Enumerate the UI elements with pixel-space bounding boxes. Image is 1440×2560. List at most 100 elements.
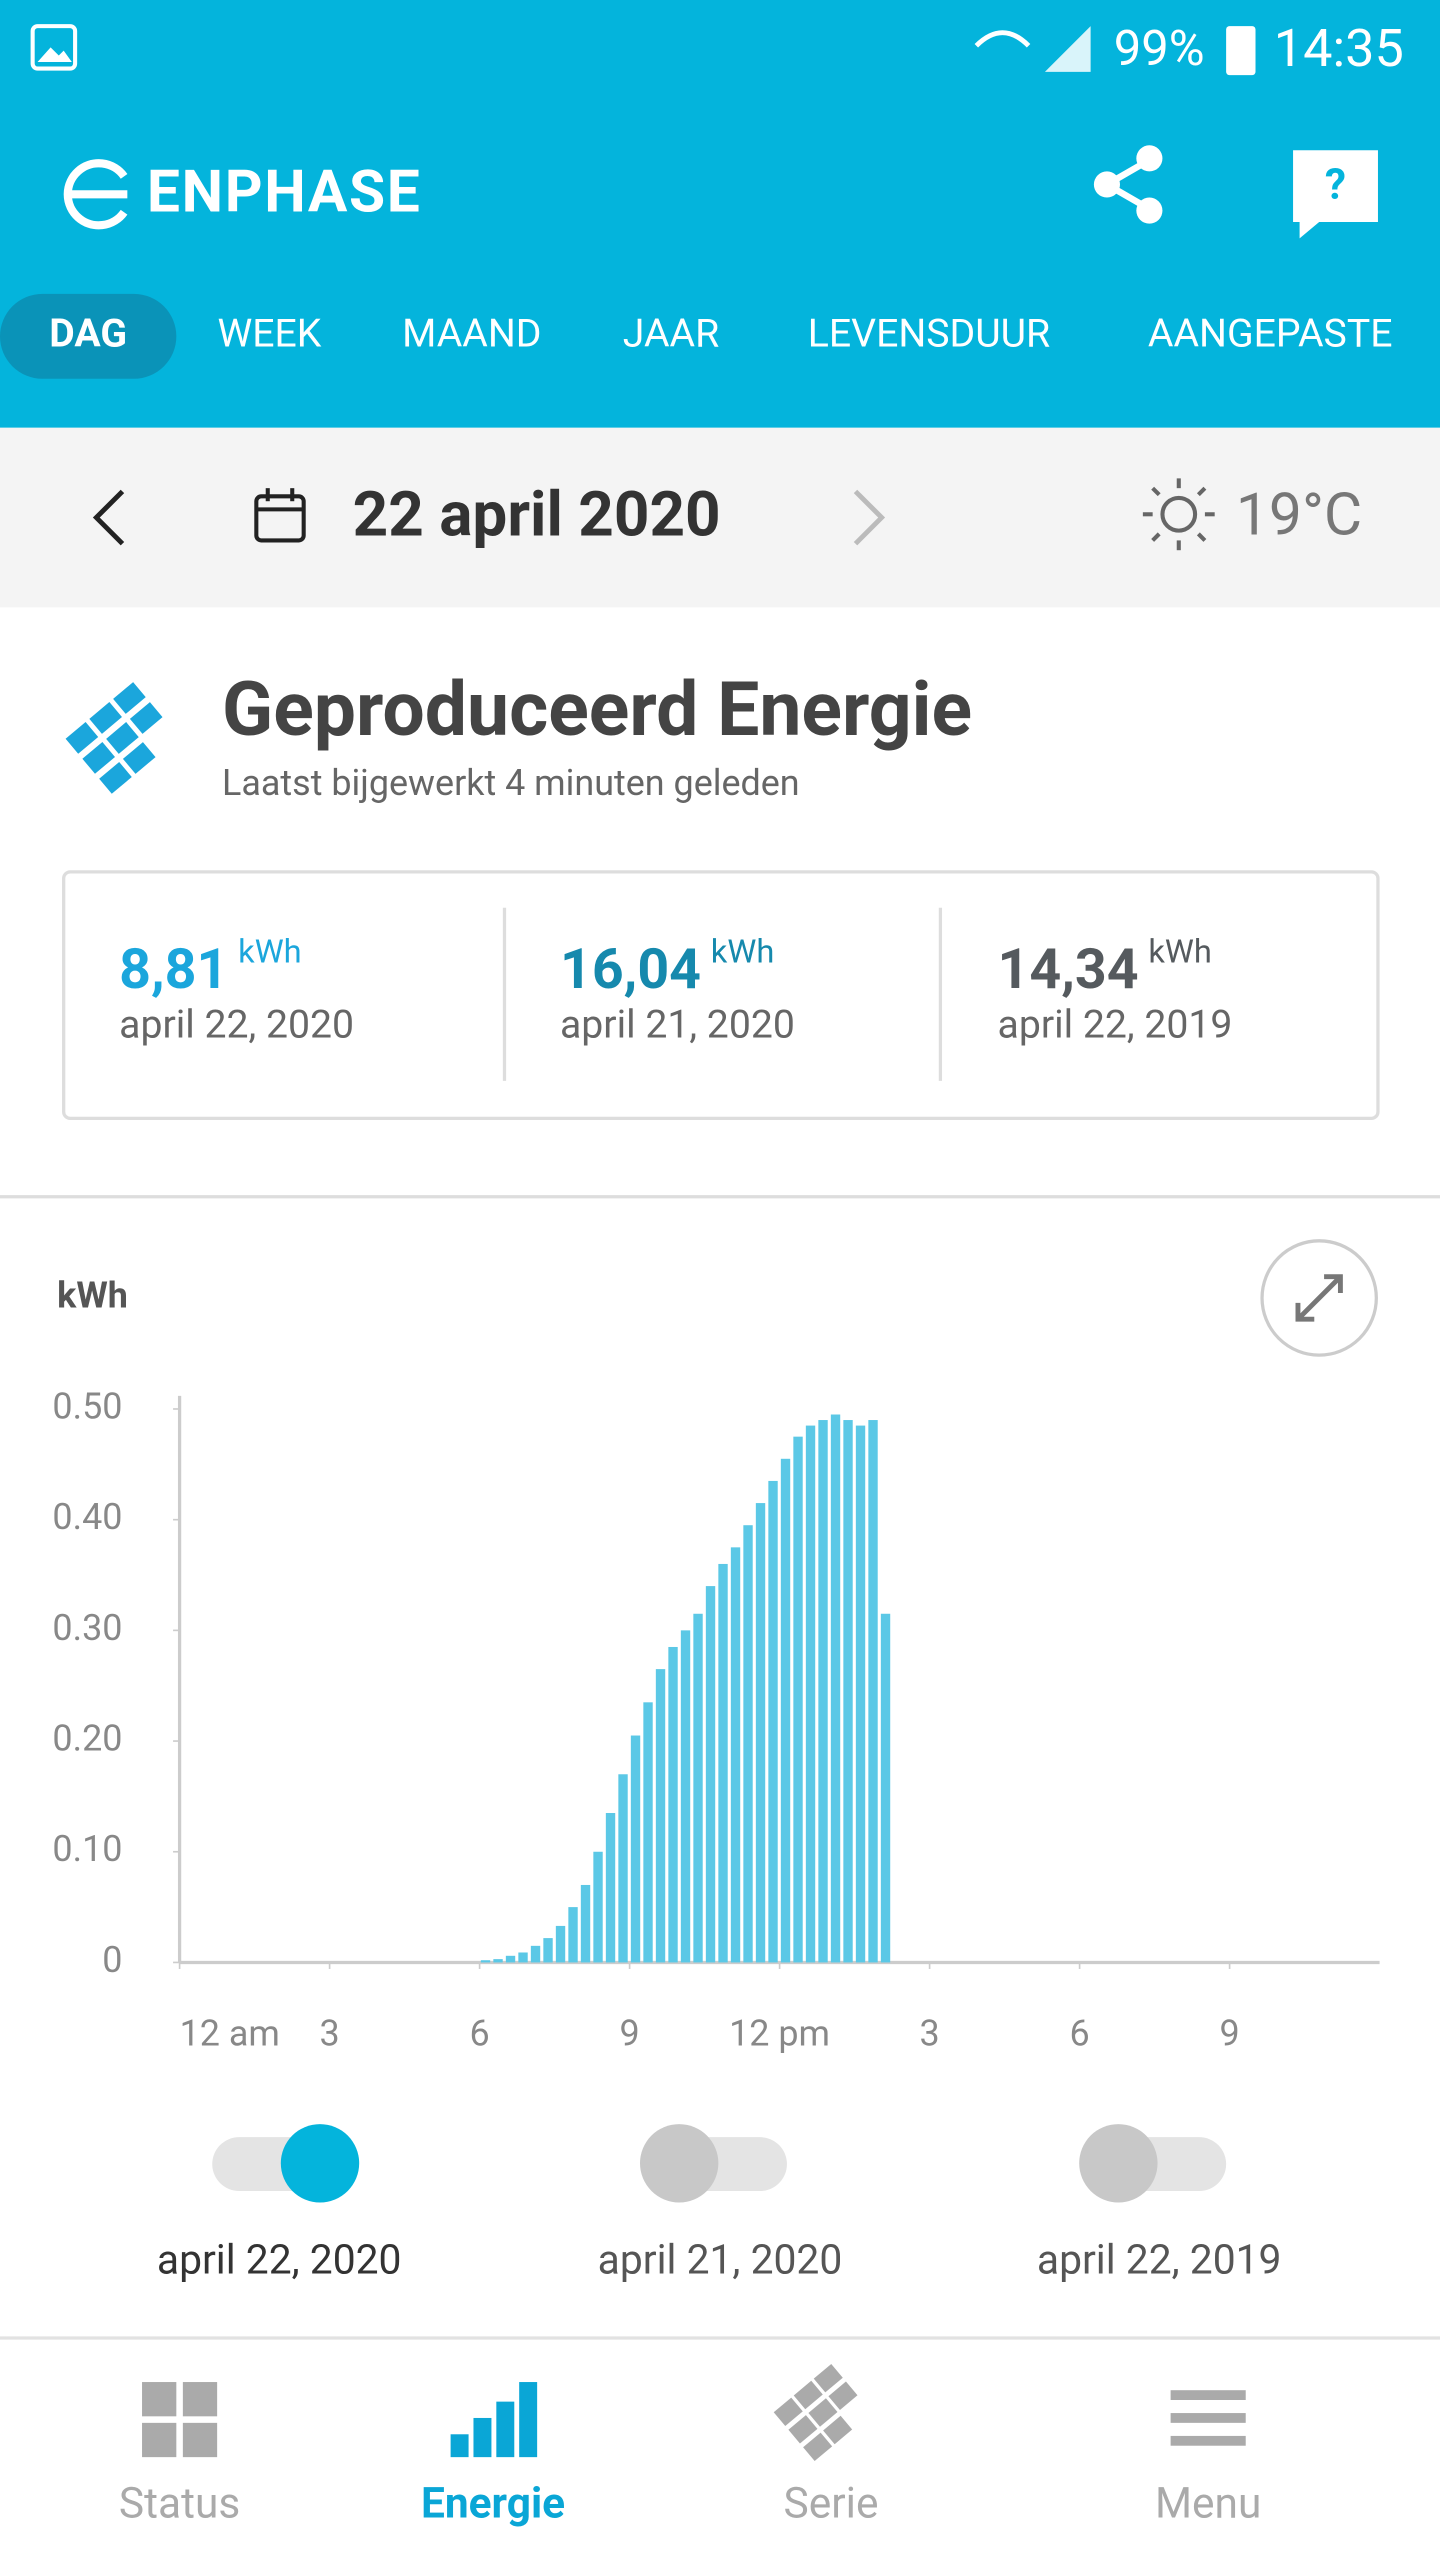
tab[interactable]: LEVENSDUUR [808,311,1050,357]
bar [480,1960,491,1963]
nav-icon-part [496,2401,515,2458]
nav-icon-part [450,2434,469,2458]
section-title: Geproduceerd Energie [222,666,972,754]
y-tick-label: 0.40 [52,1496,122,1538]
nav-icon-part [182,2382,218,2417]
tab[interactable]: MAAND [402,311,541,357]
nav-icon-part [142,2422,177,2458]
x-tick-label: 3 [319,2012,339,2054]
expand-button[interactable] [1260,1239,1378,1357]
share-button[interactable] [1093,145,1163,224]
bar [543,1938,553,1963]
gallery-icon-art [37,47,72,63]
toggle-knob [640,2124,719,2203]
x-tick-label: 6 [1069,2012,1089,2054]
bar [580,1884,591,1963]
nav-icon-part [1170,2390,1246,2400]
summary: 8,81 kWh april 22, 2020 16,04 kWh april 21, 2… [119,932,1232,1047]
tab[interactable]: WEEK [217,311,321,357]
summary-number: 14,34 [998,937,1139,1002]
summary-date: april 22, 2019 [998,1001,1233,1047]
nav-label[interactable]: Serie [784,2479,879,2528]
bar [680,1630,691,1963]
tab[interactable]: AANGEPASTE [1148,311,1393,357]
toggle-knob [280,2124,360,2203]
bottom-nav: Status Energie Serie Menu [119,2363,1261,2528]
next-day[interactable] [853,489,886,546]
date: 22 april 2020 [353,479,721,552]
nav-icon-part [773,2397,803,2427]
x-tick-label: 12 pm [729,2012,830,2054]
bar [505,1955,516,1963]
bar [880,1613,891,1963]
wifi-icon [974,30,1031,48]
nav-icon-part [773,2363,858,2462]
bar [568,1907,578,1963]
bar [830,1414,841,1963]
toggle-label: april 22, 2019 [1037,2236,1282,2284]
bar [593,1851,603,1963]
nav-icon-part [788,2415,818,2444]
summary-date: april 22, 2020 [119,1001,354,1047]
nav-label[interactable]: Menu [1155,2479,1261,2528]
nav-icon-part [808,2398,838,2427]
toggle-switch[interactable] [212,2124,360,2203]
nav-icon[interactable] [1170,2390,1246,2446]
bar [793,1436,803,1963]
tab[interactable]: DAG [49,311,127,357]
nav-icon[interactable] [773,2363,872,2462]
y-axis-label: kWh [57,1274,128,1316]
tab[interactable]: JAAR [623,311,719,357]
toggles: april 22, 2020 april 21, 2020 april 22, 20… [157,2124,1282,2284]
calendar-icon[interactable] [254,488,306,543]
y-tick-label: 0.50 [52,1385,122,1427]
help-button[interactable]: ? [1293,150,1378,239]
nav-icon-part [823,2415,853,2445]
prev-day[interactable] [92,489,125,546]
bar [705,1586,716,1963]
temperature: 19°C [1236,481,1362,550]
nav-icon-part [142,2382,177,2417]
nav-label[interactable]: Status [119,2479,240,2528]
nav-icon[interactable] [142,2382,218,2458]
nav-icon-part [813,2363,843,2393]
logo [63,159,128,230]
nav-icon-part [519,2382,538,2458]
y-tick-label: 0 [102,1939,122,1981]
toggle-switch[interactable] [1079,2124,1227,2203]
app-header [0,0,1440,428]
bar [780,1458,791,1963]
nav-icon[interactable] [450,2382,538,2458]
tab-active-pill [0,293,177,379]
nav-icon-part [1170,2413,1246,2423]
bar [805,1425,816,1963]
summary-unit: kWh [1148,932,1211,970]
nav-icon-part [793,2380,823,2410]
summary-date: april 21, 2020 [560,1001,795,1047]
bar [768,1480,778,1963]
nav-icon-part [1170,2435,1246,2446]
bar [493,1959,503,1963]
sun-icon [1142,478,1215,551]
bar [755,1503,766,1963]
x-tick-label: 12 am [180,2012,280,2054]
svg-text:?: ? [1325,161,1346,210]
summary-value: 16,04 kWh [560,932,774,1002]
summary-number: 16,04 [560,937,701,1002]
nav-label[interactable]: Energie [421,2479,565,2528]
bar [630,1735,641,1963]
y-tick-label: 0.30 [52,1607,122,1649]
summary-unit: kWh [711,932,774,970]
chart: 0 0.10 0.20 0.30 0.40 0.50 12 am 3 6 9 12 pm 3 6 9 [52,1385,1380,2054]
bar [818,1420,828,1963]
bar [843,1420,853,1963]
bar [855,1425,866,1963]
clock: 14:35 [1274,18,1404,79]
toggle-switch[interactable] [640,2124,787,2203]
bar [530,1945,541,1963]
panel-icon [65,682,163,794]
bar [643,1702,653,1963]
battery-icon [1226,26,1256,76]
y-tick-label: 0.10 [52,1828,122,1870]
